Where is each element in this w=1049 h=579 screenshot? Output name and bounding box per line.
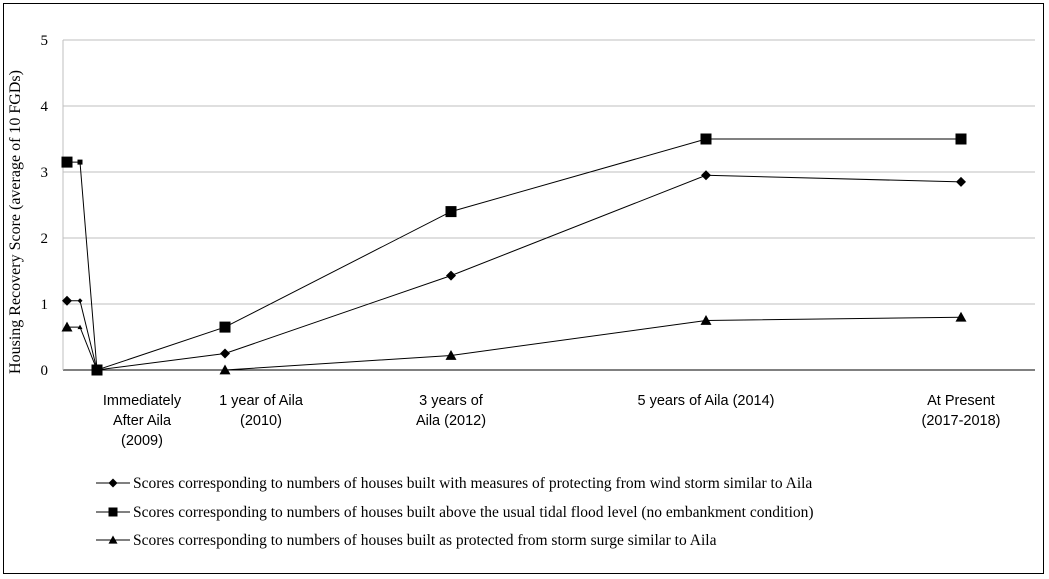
y-axis-label: Housing Recovery Score (average of 10 FG… [7, 70, 24, 374]
legend-label: Scores corresponding to numbers of house… [133, 504, 814, 521]
square-marker [77, 159, 83, 165]
diamond-marker [108, 478, 118, 488]
square-marker [700, 133, 712, 145]
y-tick-label: 0 [41, 363, 49, 379]
y-tick-label: 2 [41, 231, 49, 247]
series-line [67, 174, 962, 371]
legend: Scores corresponding to numbers of house… [96, 475, 814, 549]
triangle-marker [77, 324, 83, 330]
y-tick-label: 4 [41, 99, 49, 115]
triangle-marker [108, 535, 118, 544]
diamond-marker [220, 348, 230, 359]
series-line [67, 316, 962, 371]
triangle-marker [91, 364, 103, 375]
square-marker [445, 206, 457, 218]
chart-frame [3, 3, 1044, 574]
square-marker [955, 133, 967, 145]
diamond-marker [62, 295, 72, 306]
triangle-marker [61, 321, 73, 332]
series-line [67, 138, 961, 371]
triangle-marker [445, 349, 457, 360]
series-markers [61, 133, 967, 376]
y-tick-labels: 0 1 2 3 4 5 [41, 33, 49, 379]
x-tick-label: 1 year of Aila (2010) [219, 393, 304, 429]
triangle-marker [955, 311, 967, 322]
diamond-marker [446, 270, 456, 281]
y-tick-label: 3 [41, 165, 49, 181]
y-tick-label: 5 [41, 33, 49, 49]
legend-label: Scores corresponding to numbers of house… [133, 532, 717, 549]
diamond-marker [701, 170, 711, 181]
diamond-marker [956, 176, 966, 187]
x-tick-label: Immediately After Aila (2009) [103, 393, 182, 449]
x-tick-labels: Immediately After Aila (2009) 1 year of Ail… [103, 393, 1001, 449]
x-tick-label: At Present (2017-2018) [922, 393, 1001, 429]
triangle-marker [219, 364, 231, 375]
square-marker [219, 321, 231, 333]
y-tick-label: 1 [41, 297, 49, 313]
x-tick-label: 3 years of Aila (2012) [416, 393, 486, 429]
x-tick-label: 5 years of Aila (2014) [637, 393, 774, 409]
series-lines [67, 138, 962, 371]
square-marker [108, 507, 118, 517]
square-marker [61, 156, 73, 168]
diamond-marker [77, 298, 83, 304]
triangle-marker [700, 315, 712, 325]
legend-label: Scores corresponding to numbers of house… [133, 475, 812, 492]
grid-lines [62, 39, 1035, 371]
